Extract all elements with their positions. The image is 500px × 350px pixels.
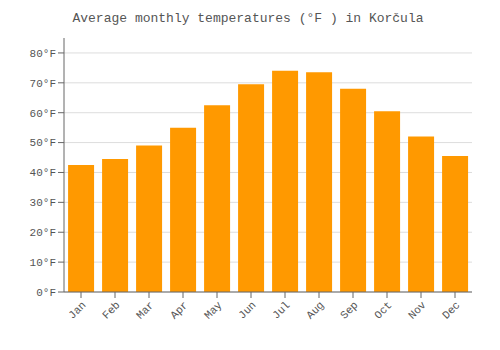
svg-text:Nov: Nov [406, 299, 429, 322]
svg-text:Apr: Apr [168, 299, 190, 321]
svg-text:10°F: 10°F [30, 257, 56, 269]
svg-text:Sep: Sep [338, 299, 360, 321]
svg-text:70°F: 70°F [30, 78, 56, 90]
svg-text:Jul: Jul [270, 299, 292, 321]
svg-text:Oct: Oct [372, 299, 394, 321]
svg-text:Jan: Jan [66, 299, 88, 321]
svg-text:Jun: Jun [236, 299, 258, 321]
svg-text:50°F: 50°F [30, 137, 56, 149]
svg-text:Feb: Feb [100, 299, 122, 321]
svg-text:60°F: 60°F [30, 108, 56, 120]
svg-text:80°F: 80°F [30, 48, 56, 60]
svg-text:20°F: 20°F [30, 227, 56, 239]
svg-text:40°F: 40°F [30, 167, 56, 179]
svg-text:Aug: Aug [304, 299, 326, 321]
svg-text:May: May [202, 299, 225, 322]
svg-text:Dec: Dec [440, 299, 462, 321]
html-text:Average monthly temperatures (: Average monthly temperatures (°F ) in Ko… [72, 11, 424, 26]
svg-text:30°F: 30°F [30, 197, 56, 209]
svg-text:0°F: 0°F [36, 287, 56, 299]
svg-text:Mar: Mar [134, 299, 156, 321]
